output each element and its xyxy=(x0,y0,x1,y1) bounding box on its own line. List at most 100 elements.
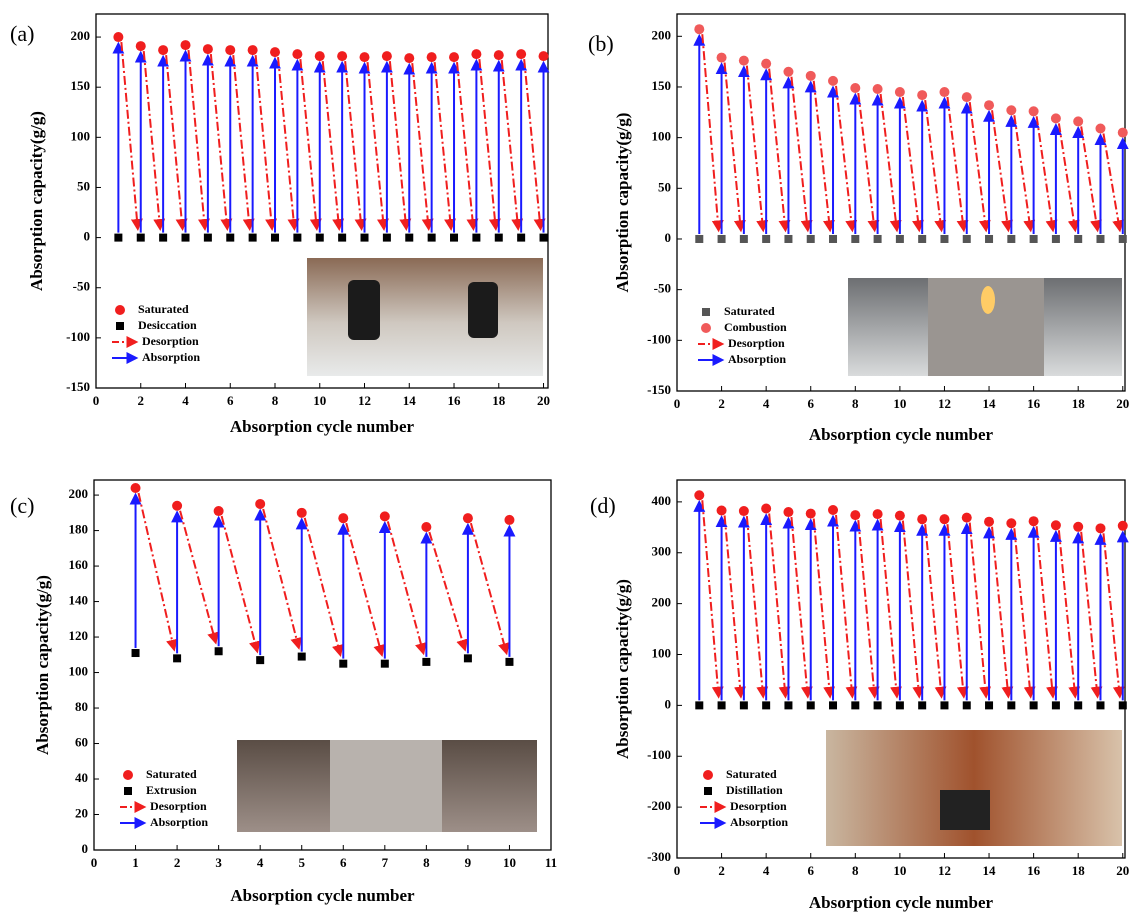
y-tick-label: -150 xyxy=(647,382,671,397)
legend-label: Desorption xyxy=(730,799,787,813)
point xyxy=(516,49,526,59)
point xyxy=(695,701,703,709)
point xyxy=(131,483,141,493)
point xyxy=(828,505,838,515)
desorption-arrow xyxy=(233,55,249,229)
x-tick-label: 4 xyxy=(763,396,770,411)
point xyxy=(1029,106,1039,116)
desorption-arrow xyxy=(947,524,963,696)
x-tick-label: 18 xyxy=(492,393,506,408)
desorption-arrow xyxy=(144,51,160,229)
legend-label: Distillation xyxy=(726,783,783,797)
point xyxy=(918,701,926,709)
x-tick-label: 3 xyxy=(215,855,222,870)
point xyxy=(339,660,347,668)
desorption-arrow xyxy=(180,511,216,643)
point xyxy=(962,92,972,102)
y-tick-label: 100 xyxy=(71,128,91,143)
point xyxy=(1051,113,1061,123)
y-tick-label: -100 xyxy=(66,329,90,344)
point xyxy=(874,235,882,243)
y-axis-title: Absorption capacity(g/g) xyxy=(27,111,46,291)
x-tick-label: 12 xyxy=(938,863,951,878)
point xyxy=(984,517,994,527)
desorption-arrow xyxy=(858,520,874,696)
y-tick-label: 60 xyxy=(75,735,88,750)
desorption-arrow xyxy=(992,527,1008,697)
point xyxy=(338,513,348,523)
desorption-arrow xyxy=(1103,533,1119,696)
point xyxy=(1073,116,1083,126)
x-tick-label: 20 xyxy=(537,393,550,408)
desorption-arrow xyxy=(524,59,540,228)
panel: -150-100-5005010015020002468101214161820… xyxy=(588,14,1129,444)
x-tick-label: 8 xyxy=(852,396,859,411)
point xyxy=(985,701,993,709)
point xyxy=(694,490,704,500)
point xyxy=(539,51,549,61)
x-tick-label: 0 xyxy=(674,396,681,411)
point xyxy=(292,49,302,59)
point xyxy=(940,235,948,243)
point xyxy=(404,53,414,63)
photo xyxy=(307,258,543,376)
y-tick-label: 120 xyxy=(69,628,89,643)
point xyxy=(298,653,306,661)
panel-label: (a) xyxy=(10,21,34,46)
y-tick-label: 0 xyxy=(82,841,89,856)
point xyxy=(540,234,548,242)
point xyxy=(806,509,816,519)
desorption-arrow xyxy=(725,516,741,697)
desorption-arrow xyxy=(836,86,852,230)
point xyxy=(464,654,472,662)
point xyxy=(173,654,181,662)
desorption-arrow xyxy=(345,61,361,228)
x-tick-label: 4 xyxy=(182,393,189,408)
desorption-arrow xyxy=(858,93,874,230)
point xyxy=(421,522,431,532)
y-tick-label: 50 xyxy=(658,179,671,194)
point xyxy=(463,513,473,523)
point xyxy=(896,701,904,709)
point xyxy=(807,701,815,709)
point xyxy=(829,235,837,243)
y-tick-label: -50 xyxy=(73,279,90,294)
legend-label: Desiccation xyxy=(138,318,197,332)
desorption-arrow xyxy=(725,63,741,230)
desorption-arrow xyxy=(769,69,785,230)
legend-label: Extrusion xyxy=(146,783,197,797)
point xyxy=(895,511,905,521)
desorption-arrow xyxy=(836,515,852,696)
point xyxy=(172,501,182,511)
point xyxy=(255,499,265,509)
x-tick-label: 6 xyxy=(807,396,814,411)
desorption-arrow xyxy=(814,81,830,230)
point xyxy=(1095,523,1105,533)
point xyxy=(338,234,346,242)
desorption-arrow xyxy=(412,63,428,228)
point xyxy=(1073,522,1083,532)
desorption-arrow xyxy=(881,519,897,696)
point xyxy=(1096,235,1104,243)
desorption-arrow xyxy=(1037,116,1053,230)
legend-label: Absorption xyxy=(728,352,786,366)
point xyxy=(158,45,168,55)
point xyxy=(783,507,793,517)
desorption-arrow xyxy=(702,34,718,230)
x-tick-label: 4 xyxy=(257,855,264,870)
point xyxy=(181,40,191,50)
x-tick-label: 18 xyxy=(1072,396,1086,411)
y-axis-title: Absorption capacity(g/g) xyxy=(33,575,52,755)
legend-label: Saturated xyxy=(724,304,775,318)
desorption-arrow xyxy=(139,493,175,649)
point xyxy=(471,49,481,59)
point xyxy=(316,234,324,242)
point xyxy=(1119,235,1127,243)
legend-label: Saturated xyxy=(726,767,777,781)
legend-label: Desorption xyxy=(150,799,207,813)
y-tick-label: 100 xyxy=(652,129,672,144)
desorption-arrow xyxy=(222,516,258,651)
desorption-arrow xyxy=(747,66,763,230)
desorption-arrow xyxy=(791,77,807,230)
